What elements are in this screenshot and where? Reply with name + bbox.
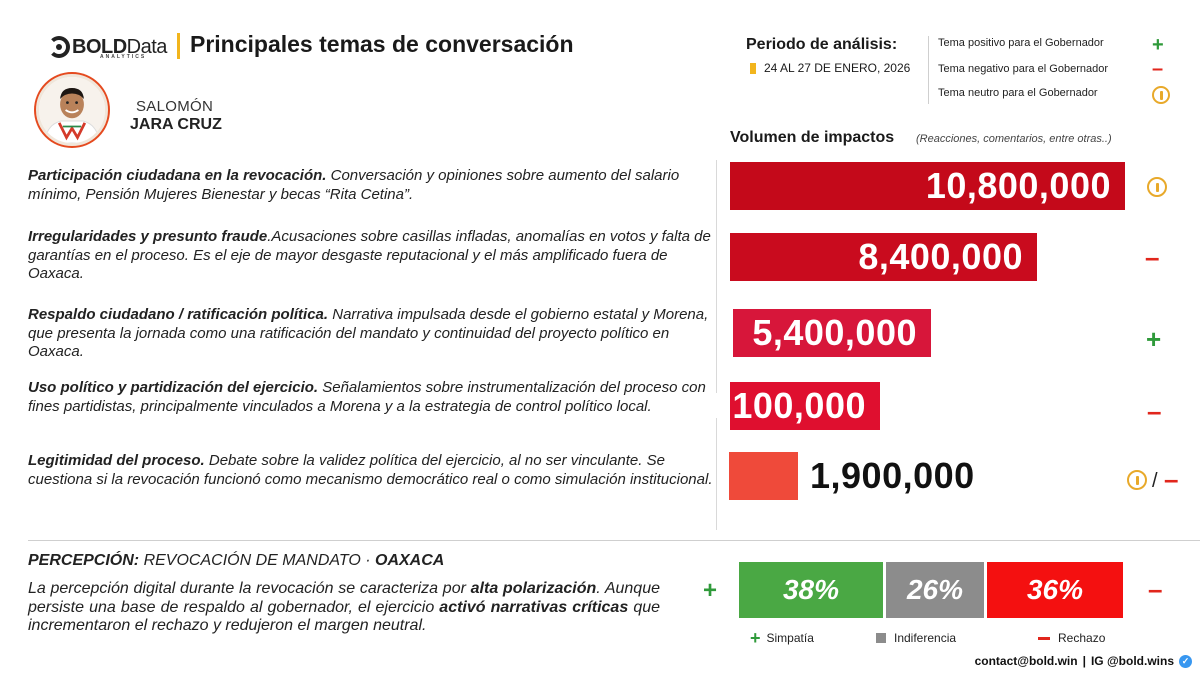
perception-key: PERCEPCIÓN:: [28, 552, 140, 569]
logo-ring-icon: [48, 36, 70, 58]
legend-positive-label: Tema positivo para el Gobernador: [938, 37, 1104, 49]
footer-separator: |: [1082, 654, 1086, 668]
legend-simpatia: + Simpatía: [750, 628, 814, 648]
minus-icon: –: [1164, 464, 1179, 494]
perception-title: PERCEPCIÓN: REVOCACIÓN DE MANDATO · OAXA…: [28, 552, 444, 570]
neutral-icon: [1127, 470, 1147, 490]
square-icon: [876, 633, 886, 643]
legend-indiferencia-label: Indiferencia: [894, 631, 957, 645]
perception-place: OAXACA: [375, 552, 445, 569]
period-title: Periodo de análisis:: [746, 36, 898, 53]
share-bar-indiferencia: 26%: [886, 562, 984, 618]
logo-bold-text: BOLD: [72, 35, 127, 58]
topic-2-description: Irregularidades y presunto fraude.Acusac…: [28, 228, 718, 284]
plus-icon: +: [1146, 324, 1162, 354]
bar-legitimidad: 1,900,000: [729, 452, 974, 500]
contact-email: contact@bold.win: [974, 654, 1078, 668]
minus-icon: –: [1148, 574, 1163, 604]
share-bar-rechazo: 36%: [987, 562, 1123, 618]
topic-1-description: Participación ciudadana en la revocación…: [28, 167, 718, 204]
topic-4-description: Uso político y partidización del ejercic…: [28, 379, 718, 416]
legend-rechazo-label: Rechazo: [1058, 631, 1106, 645]
perception-subject: REVOCACIÓN DE MANDATO ·: [139, 552, 375, 569]
logo-data-text: Data: [126, 35, 168, 58]
minus-icon: –: [1147, 396, 1162, 426]
section-divider: [28, 540, 1200, 541]
legend-divider: [928, 36, 929, 104]
share-value: 36%: [1026, 574, 1084, 605]
legend-neutral-label: Tema neutro para el Gobernador: [938, 87, 1098, 99]
bar-value-label: 4,100,000: [701, 385, 866, 426]
bar-value-label: 1,900,000: [810, 455, 975, 496]
topic-5-description: Legitimidad del proceso. Debate sobre la…: [28, 452, 718, 489]
bar-uso-politico: 4,100,000: [701, 382, 880, 430]
chart-subtitle: (Reacciones, comentarios, entre otras..): [916, 133, 1112, 145]
share-value: 26%: [906, 574, 964, 605]
chart-title: Volumen de impactos: [730, 129, 895, 146]
topic-4-title: Uso político y partidización del ejercic…: [28, 379, 319, 396]
governor-last-name: JARA CRUZ: [130, 116, 222, 133]
legend-negative-label: Tema negativo para el Gobernador: [938, 63, 1108, 75]
topic-3-description: Respaldo ciudadano / ratificación políti…: [28, 306, 718, 362]
bold-data-logo: BOLDData ANALYTICS: [48, 30, 167, 64]
bar-value-label: 5,400,000: [752, 312, 917, 353]
legend-rechazo: Rechazo: [1038, 631, 1105, 645]
topic-3-title: Respaldo ciudadano / ratificación políti…: [28, 306, 329, 323]
topic-1-title: Participación ciudadana en la revocación…: [28, 167, 327, 184]
topic-2-text: .Acusaciones sobre casillas infladas, an…: [28, 228, 711, 282]
perception-text: La percepción digital durante la revocac…: [28, 580, 471, 597]
minus-icon: [1038, 636, 1050, 640]
topic-4-text: Señalamientos sobre instrumentalización …: [28, 379, 706, 415]
bar-respaldo: 5,400,000: [733, 309, 931, 357]
topic-2-title: Irregularidades y presunto fraude: [28, 228, 268, 245]
logo-subtitle: ANALYTICS: [100, 54, 147, 60]
perception-text: . Aunque persiste una base de respaldo a…: [28, 580, 661, 616]
share-value: 38%: [782, 574, 840, 605]
bar-value-label: 10,800,000: [925, 165, 1111, 206]
governor-portrait-icon: [39, 77, 105, 143]
perception-highlight: alta polarización: [470, 580, 597, 597]
plus-icon: +: [1152, 34, 1164, 56]
topic-1-text: Conversación y opiniones sobre aumento d…: [28, 167, 680, 203]
plus-icon: +: [750, 628, 761, 648]
footer-contact: contact@bold.win | IG @bold.wins ✓: [975, 654, 1192, 668]
period-marker: [750, 63, 756, 74]
legend-simpatia-label: Simpatía: [766, 631, 814, 645]
slash-separator: /: [1152, 470, 1158, 492]
title-separator: [177, 33, 180, 59]
share-bar-simpatia: 38%: [739, 562, 883, 618]
minus-icon: –: [1145, 242, 1160, 272]
governor-first-name: SALOMÓN: [136, 98, 214, 115]
chart-axis-line: [716, 160, 717, 530]
perception-body: La percepción digital durante la revocac…: [28, 580, 660, 636]
plus-icon: +: [703, 577, 718, 604]
logo-wordmark: BOLDData: [72, 36, 167, 59]
perception-text: que incrementaron el rechazo y redujeron…: [28, 598, 661, 635]
topic-5-text: Debate sobre la validez política del eje…: [28, 452, 713, 488]
bar-value-label: 8,400,000: [858, 236, 1023, 277]
governor-avatar: [36, 74, 108, 146]
verified-badge-icon: ✓: [1179, 654, 1192, 668]
perception-highlight: activó narrativas críticas: [439, 598, 629, 616]
topic-5-title: Legitimidad del proceso.: [28, 452, 205, 469]
minus-icon: –: [1152, 58, 1164, 80]
legend-indiferencia: Indiferencia: [876, 631, 956, 645]
neutral-icon: [1147, 177, 1167, 197]
bar-participacion: 10,800,000: [730, 162, 1125, 210]
period-dates: 24 AL 27 DE ENERO, 2026: [764, 61, 911, 75]
instagram-handle: IG @bold.wins: [1090, 654, 1174, 668]
bar-irregularidades: 8,400,000: [730, 233, 1037, 281]
page-title: Principales temas de conversación: [190, 31, 574, 57]
topic-3-text: Narrativa impulsada desde el gobierno es…: [28, 306, 709, 360]
neutral-icon: [1152, 86, 1170, 104]
